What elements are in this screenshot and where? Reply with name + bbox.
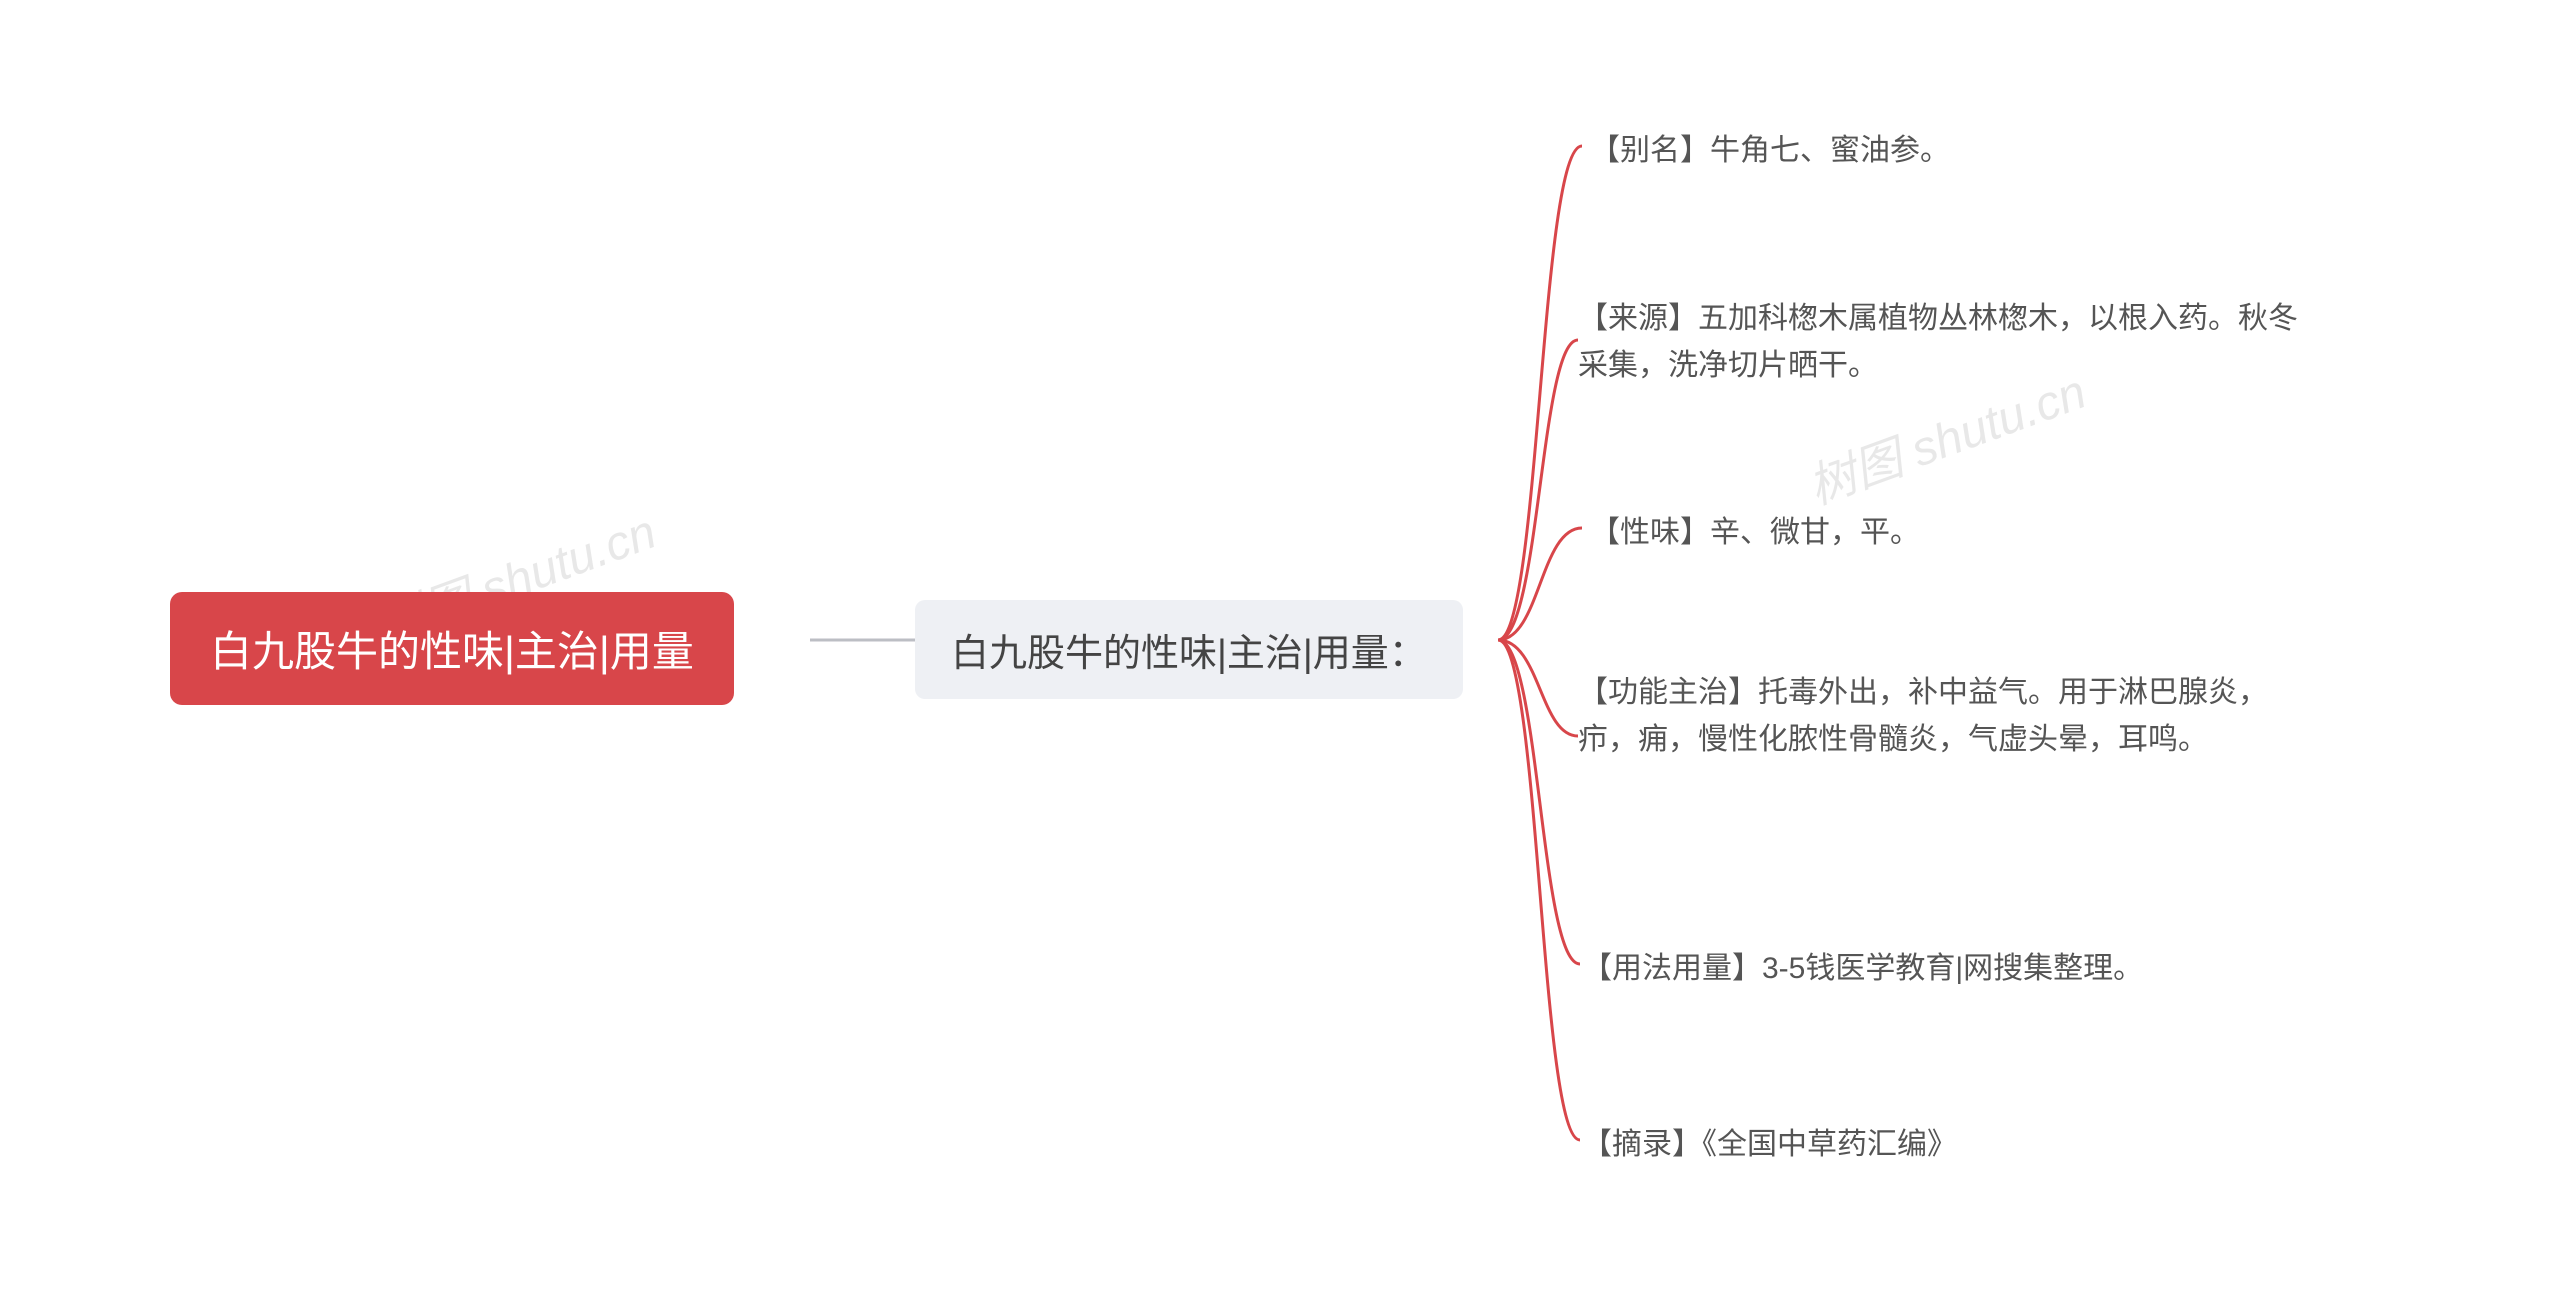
mindmap-container: 树图 shutu.cn 树图 shutu.cn 白九股牛的性味|主治|用量 白九…: [0, 0, 2560, 1307]
leaf-node-excerpt[interactable]: 【摘录】《全国中草药汇编》: [1582, 1122, 1957, 1169]
leaf-node-alias[interactable]: 【别名】牛角七、蜜油参。: [1590, 128, 1950, 175]
root-node[interactable]: 白九股牛的性味|主治|用量: [170, 592, 734, 705]
branch-node[interactable]: 白九股牛的性味|主治|用量：: [915, 600, 1463, 699]
leaf-node-source[interactable]: 【来源】五加科楤木属植物丛林楤木，以根入药。秋冬采集，洗净切片晒干。: [1578, 296, 2318, 389]
leaf-node-dosage[interactable]: 【用法用量】3-5钱医学教育|网搜集整理。: [1582, 946, 2143, 993]
leaf-node-flavor[interactable]: 【性味】辛、微甘，平。: [1590, 510, 1920, 557]
leaf-node-function[interactable]: 【功能主治】托毒外出，补中益气。用于淋巴腺炎，疖，痈，慢性化脓性骨髓炎，气虚头晕…: [1578, 670, 2318, 763]
